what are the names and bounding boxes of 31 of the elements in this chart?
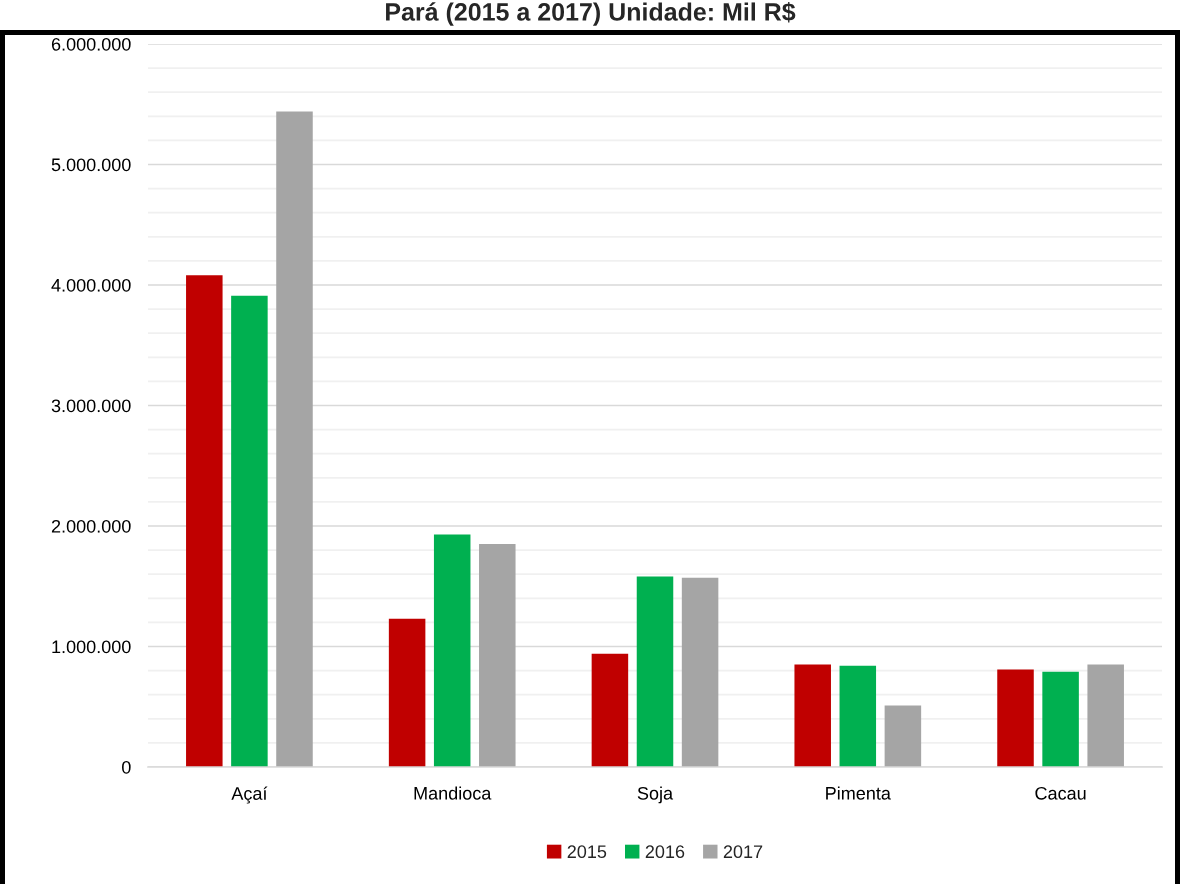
chart-title: Pará (2015 a 2017) Unidade: Mil R$ — [386, 2, 796, 26]
bar — [186, 275, 223, 767]
legend-label: 2016 — [645, 845, 685, 859]
y-tick-label: 5.000.000 — [51, 158, 131, 172]
x-tick-label: Mandioca — [414, 786, 492, 800]
bar — [839, 665, 877, 767]
y-tick-label: 4.000.000 — [51, 278, 131, 292]
bar — [433, 534, 471, 767]
bar — [997, 669, 1034, 767]
bar — [1087, 664, 1124, 767]
bar — [479, 544, 516, 767]
legend-label: 2015 — [567, 845, 607, 859]
bar — [794, 664, 831, 767]
y-tick-label: 2.000.000 — [51, 519, 131, 533]
bar — [276, 111, 313, 767]
bar — [884, 705, 922, 767]
x-tick-label: Soja — [637, 786, 674, 804]
x-tick-label: Pimenta — [826, 786, 891, 800]
bar — [1042, 671, 1079, 767]
bar — [388, 618, 426, 767]
y-tick-label: 6.000.000 — [51, 37, 131, 51]
x-tick-label: Cacau — [1035, 786, 1086, 800]
legend-label: 2017 — [723, 845, 763, 859]
y-tick-label: 1.000.000 — [52, 640, 131, 654]
bar — [591, 653, 629, 767]
bar — [231, 295, 268, 767]
bar — [636, 576, 674, 767]
bar — [681, 577, 719, 767]
x-tick-label: Açaí — [231, 786, 268, 804]
y-tick-label: 3.000.000 — [51, 399, 131, 413]
y-tick-label: 0 — [122, 760, 131, 774]
